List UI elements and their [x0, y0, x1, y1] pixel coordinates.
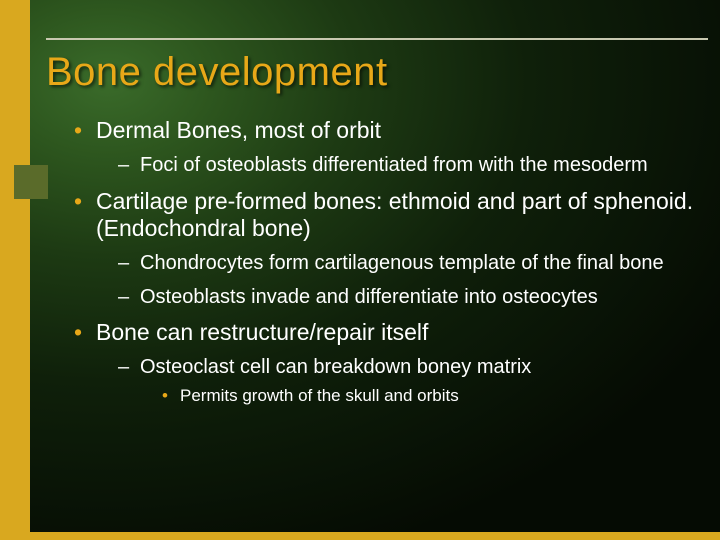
bullet-level1: Cartilage pre-formed bones: ethmoid and … — [74, 188, 702, 309]
bullet-level2: Osteoblasts invade and differentiate int… — [118, 286, 702, 310]
slide-content: Bone development Dermal Bones, most of o… — [46, 50, 702, 416]
bullet-text: Permits growth of the skull and orbits — [180, 386, 459, 405]
slide-title: Bone development — [46, 50, 702, 95]
bullet-level2: Foci of osteoblasts differentiated from … — [118, 154, 702, 178]
bullet-text: Bone can restructure/repair itself — [96, 319, 428, 345]
bullet-text: Dermal Bones, most of orbit — [96, 117, 381, 143]
bullet-text: Osteoclast cell can breakdown boney matr… — [140, 356, 531, 378]
bullet-text: Osteoblasts invade and differentiate int… — [140, 286, 598, 308]
bullet-text: Chondrocytes form cartilagenous template… — [140, 252, 664, 274]
bullet-level3: Permits growth of the skull and orbits — [162, 386, 702, 406]
bullet-text: Foci of osteoblasts differentiated from … — [140, 154, 648, 176]
title-rule — [46, 38, 708, 40]
bullet-level2: Osteoclast cell can breakdown boney matr… — [118, 356, 702, 406]
bullet-text: Cartilage pre-formed bones: ethmoid and … — [96, 188, 693, 241]
square-accent — [14, 165, 48, 199]
bullet-level1: Dermal Bones, most of orbit Foci of oste… — [74, 117, 702, 178]
bullet-list: Dermal Bones, most of orbit Foci of oste… — [74, 117, 702, 406]
bullet-level1: Bone can restructure/repair itself Osteo… — [74, 319, 702, 406]
bottom-accent-bar — [0, 532, 720, 540]
bullet-level2: Chondrocytes form cartilagenous template… — [118, 252, 702, 276]
left-accent-bar — [0, 0, 30, 540]
